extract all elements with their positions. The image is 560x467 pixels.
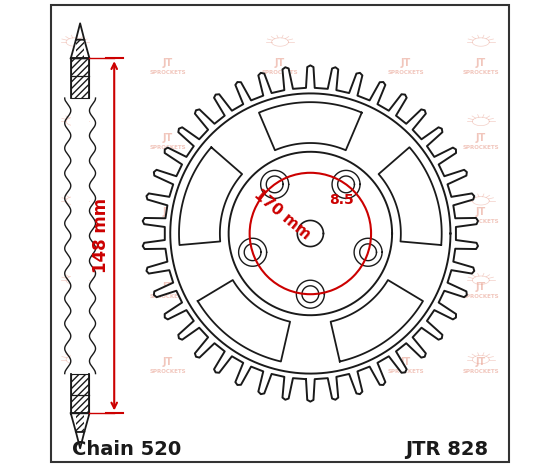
Polygon shape [198, 280, 290, 361]
Text: SPROCKETS: SPROCKETS [463, 70, 499, 75]
Polygon shape [296, 280, 324, 308]
Text: JT: JT [163, 58, 173, 68]
Text: SPROCKETS: SPROCKETS [150, 145, 186, 149]
Text: JT: JT [401, 133, 411, 143]
Text: JT: JT [163, 282, 173, 292]
Text: SPROCKETS: SPROCKETS [388, 369, 424, 374]
Text: SPROCKETS: SPROCKETS [262, 145, 298, 149]
Text: JT: JT [163, 133, 173, 143]
Text: JT: JT [275, 282, 285, 292]
Text: JT: JT [275, 58, 285, 68]
Text: SPROCKETS: SPROCKETS [150, 219, 186, 224]
Text: JT: JT [475, 58, 486, 68]
Text: JT: JT [275, 207, 285, 218]
Text: Chain 520: Chain 520 [72, 440, 181, 459]
Text: JT: JT [401, 357, 411, 367]
Text: SPROCKETS: SPROCKETS [388, 145, 424, 149]
Text: JTR 828: JTR 828 [405, 440, 488, 459]
Polygon shape [332, 170, 360, 198]
Bar [71, 58, 90, 98]
Polygon shape [297, 220, 324, 247]
Polygon shape [302, 286, 319, 303]
Polygon shape [228, 152, 392, 315]
Polygon shape [259, 102, 362, 150]
Polygon shape [260, 170, 289, 198]
Polygon shape [244, 244, 261, 261]
Bar [71, 374, 90, 413]
Text: JT: JT [475, 282, 486, 292]
Text: SPROCKETS: SPROCKETS [150, 294, 186, 299]
Text: JT: JT [401, 282, 411, 292]
Text: SPROCKETS: SPROCKETS [463, 219, 499, 224]
Polygon shape [330, 280, 423, 361]
Text: SPROCKETS: SPROCKETS [463, 369, 499, 374]
Text: SPROCKETS: SPROCKETS [150, 369, 186, 374]
Text: SPROCKETS: SPROCKETS [262, 219, 298, 224]
Polygon shape [379, 147, 442, 245]
Text: SPROCKETS: SPROCKETS [150, 70, 186, 75]
Polygon shape [71, 40, 90, 58]
Bar [71, 58, 90, 413]
Polygon shape [179, 147, 242, 245]
Polygon shape [71, 413, 90, 432]
Polygon shape [338, 176, 354, 193]
Text: JT: JT [275, 133, 285, 143]
Text: SPROCKETS: SPROCKETS [388, 219, 424, 224]
Text: JT: JT [401, 58, 411, 68]
Text: SPROCKETS: SPROCKETS [262, 369, 298, 374]
Text: JT: JT [401, 207, 411, 218]
Text: SPROCKETS: SPROCKETS [463, 294, 499, 299]
Bar [76, 413, 85, 432]
Bar [76, 40, 85, 58]
Polygon shape [266, 176, 283, 193]
Polygon shape [354, 238, 382, 266]
Polygon shape [360, 244, 376, 261]
Polygon shape [170, 93, 450, 374]
Text: 170 mm: 170 mm [251, 186, 314, 242]
Text: SPROCKETS: SPROCKETS [388, 294, 424, 299]
Text: JT: JT [163, 357, 173, 367]
Text: 148 mm: 148 mm [92, 198, 110, 273]
Text: JT: JT [475, 207, 486, 218]
Text: JT: JT [475, 133, 486, 143]
Polygon shape [143, 65, 478, 402]
Polygon shape [239, 238, 267, 266]
Text: JT: JT [475, 357, 486, 367]
Text: JT: JT [163, 207, 173, 218]
Text: JT: JT [275, 357, 285, 367]
Text: 8.5: 8.5 [329, 193, 354, 207]
Text: SPROCKETS: SPROCKETS [262, 294, 298, 299]
Text: SPROCKETS: SPROCKETS [463, 145, 499, 149]
Text: SPROCKETS: SPROCKETS [262, 70, 298, 75]
Text: SPROCKETS: SPROCKETS [388, 70, 424, 75]
